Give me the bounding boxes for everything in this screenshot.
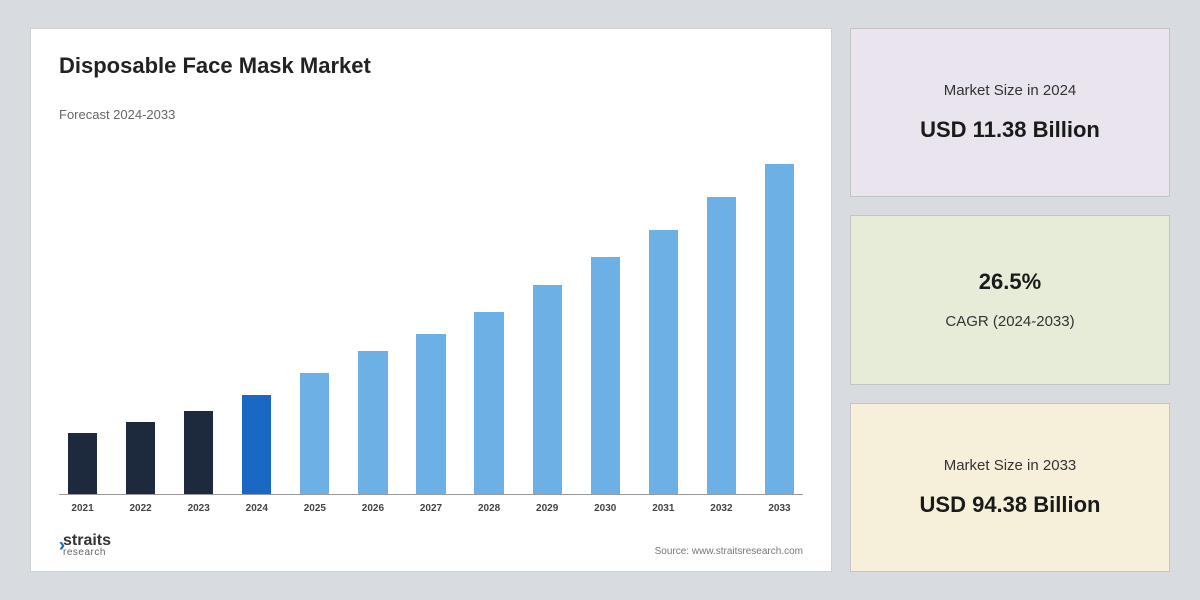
card-cagr: 26.5% CAGR (2024-2033) xyxy=(850,215,1170,384)
x-label: 2031 xyxy=(642,503,685,514)
bar xyxy=(707,197,736,494)
card-value: USD 11.38 Billion xyxy=(920,117,1100,143)
card-value: USD 94.38 Billion xyxy=(920,492,1101,518)
x-label: 2022 xyxy=(119,503,162,514)
bar xyxy=(416,334,445,494)
x-label: 2028 xyxy=(468,503,511,514)
bar-col xyxy=(293,373,336,494)
card-market-size-2024: Market Size in 2024 USD 11.38 Billion xyxy=(850,28,1170,197)
bar xyxy=(184,411,213,494)
x-label: 2023 xyxy=(177,503,220,514)
x-axis-labels: 2021 2022 2023 2024 2025 2026 2027 2028 2029 2030… xyxy=(59,495,803,514)
x-label: 2033 xyxy=(758,503,801,514)
bar-col xyxy=(526,285,569,494)
card-value: 26.5% xyxy=(979,269,1041,295)
bar-col xyxy=(468,312,511,494)
bar xyxy=(68,433,97,494)
bar-col xyxy=(758,164,801,494)
card-label: Market Size in 2033 xyxy=(944,457,1077,474)
logo-brand: straits xyxy=(63,534,111,548)
chart-title: Disposable Face Mask Market xyxy=(59,53,803,79)
bar-col xyxy=(119,422,162,494)
bar xyxy=(126,422,155,494)
bar-col xyxy=(61,433,104,494)
bar-col xyxy=(235,395,278,494)
bar xyxy=(533,285,562,494)
bar xyxy=(591,257,620,494)
x-label: 2026 xyxy=(351,503,394,514)
side-cards: Market Size in 2024 USD 11.38 Billion 26… xyxy=(850,28,1170,572)
bar-col xyxy=(351,351,394,494)
x-label: 2024 xyxy=(235,503,278,514)
logo-sub: research xyxy=(63,548,111,557)
chart-panel: Disposable Face Mask Market Forecast 202… xyxy=(30,28,832,572)
x-label: 2027 xyxy=(409,503,452,514)
bar-col xyxy=(700,197,743,494)
card-label: CAGR (2024-2033) xyxy=(945,313,1074,330)
bar xyxy=(242,395,271,494)
source-text: Source: www.straitsresearch.com xyxy=(655,546,803,557)
x-label: 2021 xyxy=(61,503,104,514)
card-market-size-2033: Market Size in 2033 USD 94.38 Billion xyxy=(850,403,1170,572)
bar-col xyxy=(177,411,220,494)
bar-col xyxy=(409,334,452,494)
brand-logo: ›› straits research xyxy=(59,534,111,557)
bar xyxy=(765,164,794,494)
x-label: 2030 xyxy=(584,503,627,514)
bar xyxy=(649,230,678,494)
chart-area: 2021 2022 2023 2024 2025 2026 2027 2028 2029 2030… xyxy=(59,136,803,514)
chart-footer: ›› straits research Source: www.straitsr… xyxy=(59,534,803,557)
x-label: 2029 xyxy=(526,503,569,514)
bar xyxy=(300,373,329,494)
bar-col xyxy=(584,257,627,494)
logo-text: straits research xyxy=(63,534,111,557)
bar xyxy=(358,351,387,494)
x-label: 2025 xyxy=(293,503,336,514)
chart-subtitle: Forecast 2024-2033 xyxy=(59,107,803,122)
bar xyxy=(474,312,503,494)
bar-col xyxy=(642,230,685,494)
bar-container xyxy=(59,136,803,495)
x-label: 2032 xyxy=(700,503,743,514)
card-label: Market Size in 2024 xyxy=(944,82,1077,99)
